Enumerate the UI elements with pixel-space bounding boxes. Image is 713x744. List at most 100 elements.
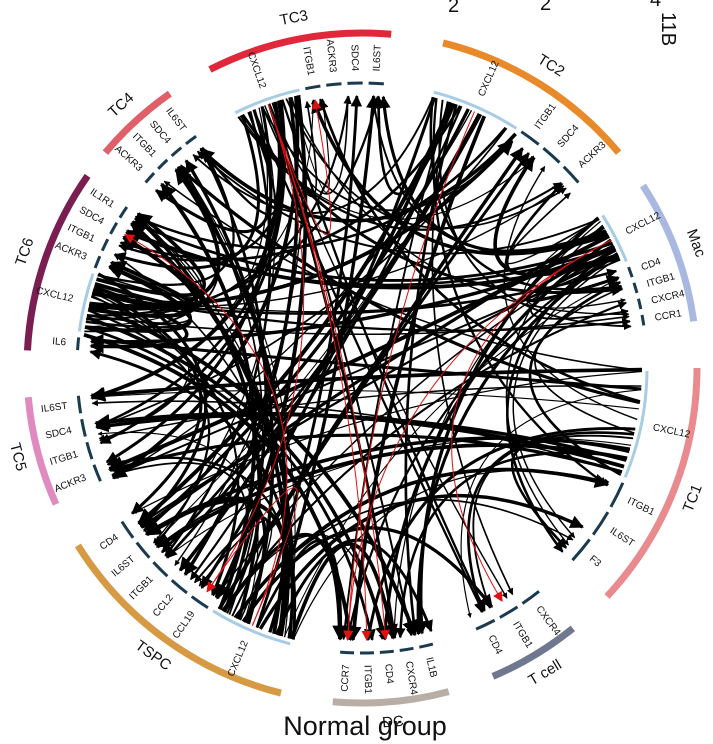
gene-arc xyxy=(636,298,643,310)
gene-arc xyxy=(120,520,135,539)
chord xyxy=(113,114,260,270)
gene-arc xyxy=(542,147,561,164)
chord xyxy=(107,234,610,471)
gene-label: CXCL12 xyxy=(35,285,75,305)
gene-arc xyxy=(77,273,95,332)
gene-label: CD4 xyxy=(640,256,663,273)
group-arc xyxy=(640,183,698,322)
gene-label: ITGB1 xyxy=(300,46,316,77)
chord xyxy=(89,245,616,349)
gene-label: ITGB1 xyxy=(362,665,374,695)
chord xyxy=(176,166,288,635)
gene-label: CXCL12 xyxy=(245,51,268,91)
gene-arc xyxy=(135,541,151,559)
chord xyxy=(98,385,642,441)
chord xyxy=(199,111,277,216)
gene-arc xyxy=(571,538,591,562)
gene-arc xyxy=(623,370,649,478)
chord xyxy=(135,126,507,250)
cropped-label: 2 xyxy=(540,0,551,15)
gene-label: CXCR4 xyxy=(650,288,686,306)
chord xyxy=(144,498,290,637)
gene-label: ITGB1 xyxy=(510,620,535,651)
chord xyxy=(285,98,567,230)
chord xyxy=(91,389,640,410)
gene-label: CXCR4 xyxy=(403,661,419,697)
group-label: DC xyxy=(381,713,404,732)
gene-label: CXCL12 xyxy=(476,59,501,98)
chord xyxy=(255,94,363,629)
chords xyxy=(83,94,643,642)
chord xyxy=(261,106,514,212)
gene-label: IL6ST xyxy=(608,526,636,550)
gene-arc xyxy=(92,464,102,482)
gene-arc xyxy=(109,222,119,235)
gene-arc xyxy=(185,135,197,146)
chord xyxy=(460,389,642,618)
gene-label: CCR1 xyxy=(654,308,683,323)
group-arc xyxy=(604,367,701,599)
group-arc xyxy=(491,625,576,680)
gene-label: CD4 xyxy=(486,633,505,656)
chord-highlight xyxy=(267,103,390,640)
cropped-label: 1 xyxy=(458,0,469,3)
group-arc xyxy=(332,688,450,707)
gene-arc xyxy=(85,441,94,460)
gene-arc xyxy=(170,146,183,157)
chord xyxy=(85,264,192,329)
chord xyxy=(467,431,635,614)
group-arc xyxy=(208,29,392,73)
group-arc xyxy=(24,396,60,506)
gene-arc xyxy=(475,618,496,631)
chord xyxy=(222,532,348,641)
chord xyxy=(411,252,619,636)
cropped-label: 11B xyxy=(657,12,679,46)
gene-arc xyxy=(144,172,156,184)
chord xyxy=(289,97,630,318)
chord xyxy=(493,155,620,277)
gene-label: IL1R1 xyxy=(88,187,117,211)
chord xyxy=(370,95,607,252)
chord xyxy=(264,105,508,599)
gene-label: ITGB1 xyxy=(533,101,559,131)
chord xyxy=(89,185,565,308)
gene-label: ACKR3 xyxy=(324,39,338,74)
gene-arc xyxy=(399,646,414,652)
gene-label: IL6ST xyxy=(110,554,138,580)
gene-label: ITGB1 xyxy=(625,496,656,519)
gene-label: ITGB1 xyxy=(128,574,157,603)
chord xyxy=(200,147,268,613)
gene-arc xyxy=(212,609,291,646)
gene-label: SDC4 xyxy=(44,425,73,441)
gene-label: SDC4 xyxy=(348,44,360,71)
chord xyxy=(429,96,623,293)
chord xyxy=(137,102,454,525)
chord xyxy=(378,95,608,254)
gene-arc xyxy=(433,90,518,130)
chord xyxy=(83,332,357,642)
group-label: TC4 xyxy=(105,89,137,121)
group-label: Mac xyxy=(683,227,709,260)
gene-label: F3 xyxy=(587,554,603,570)
chord xyxy=(534,286,635,434)
chord xyxy=(237,116,562,231)
chord xyxy=(131,370,643,514)
chord xyxy=(267,103,399,640)
gene-arc xyxy=(591,511,610,536)
gene-arc xyxy=(100,238,110,252)
group-arc xyxy=(102,90,172,155)
chord-highlight xyxy=(124,234,288,626)
chord-highlight xyxy=(343,111,475,641)
group-arc xyxy=(74,543,282,697)
group-label: TC5 xyxy=(6,441,30,473)
chord-highlight xyxy=(451,239,612,603)
gene-label: CXCL12 xyxy=(226,639,251,678)
group-label: T cell xyxy=(525,656,564,689)
gene-arc xyxy=(520,130,540,146)
gene-label: SDC4 xyxy=(77,205,106,228)
chord xyxy=(163,180,643,372)
gene-arc xyxy=(93,255,102,269)
gene-arc xyxy=(80,418,87,437)
gene-arc xyxy=(76,337,81,351)
gene-arc xyxy=(234,88,300,115)
